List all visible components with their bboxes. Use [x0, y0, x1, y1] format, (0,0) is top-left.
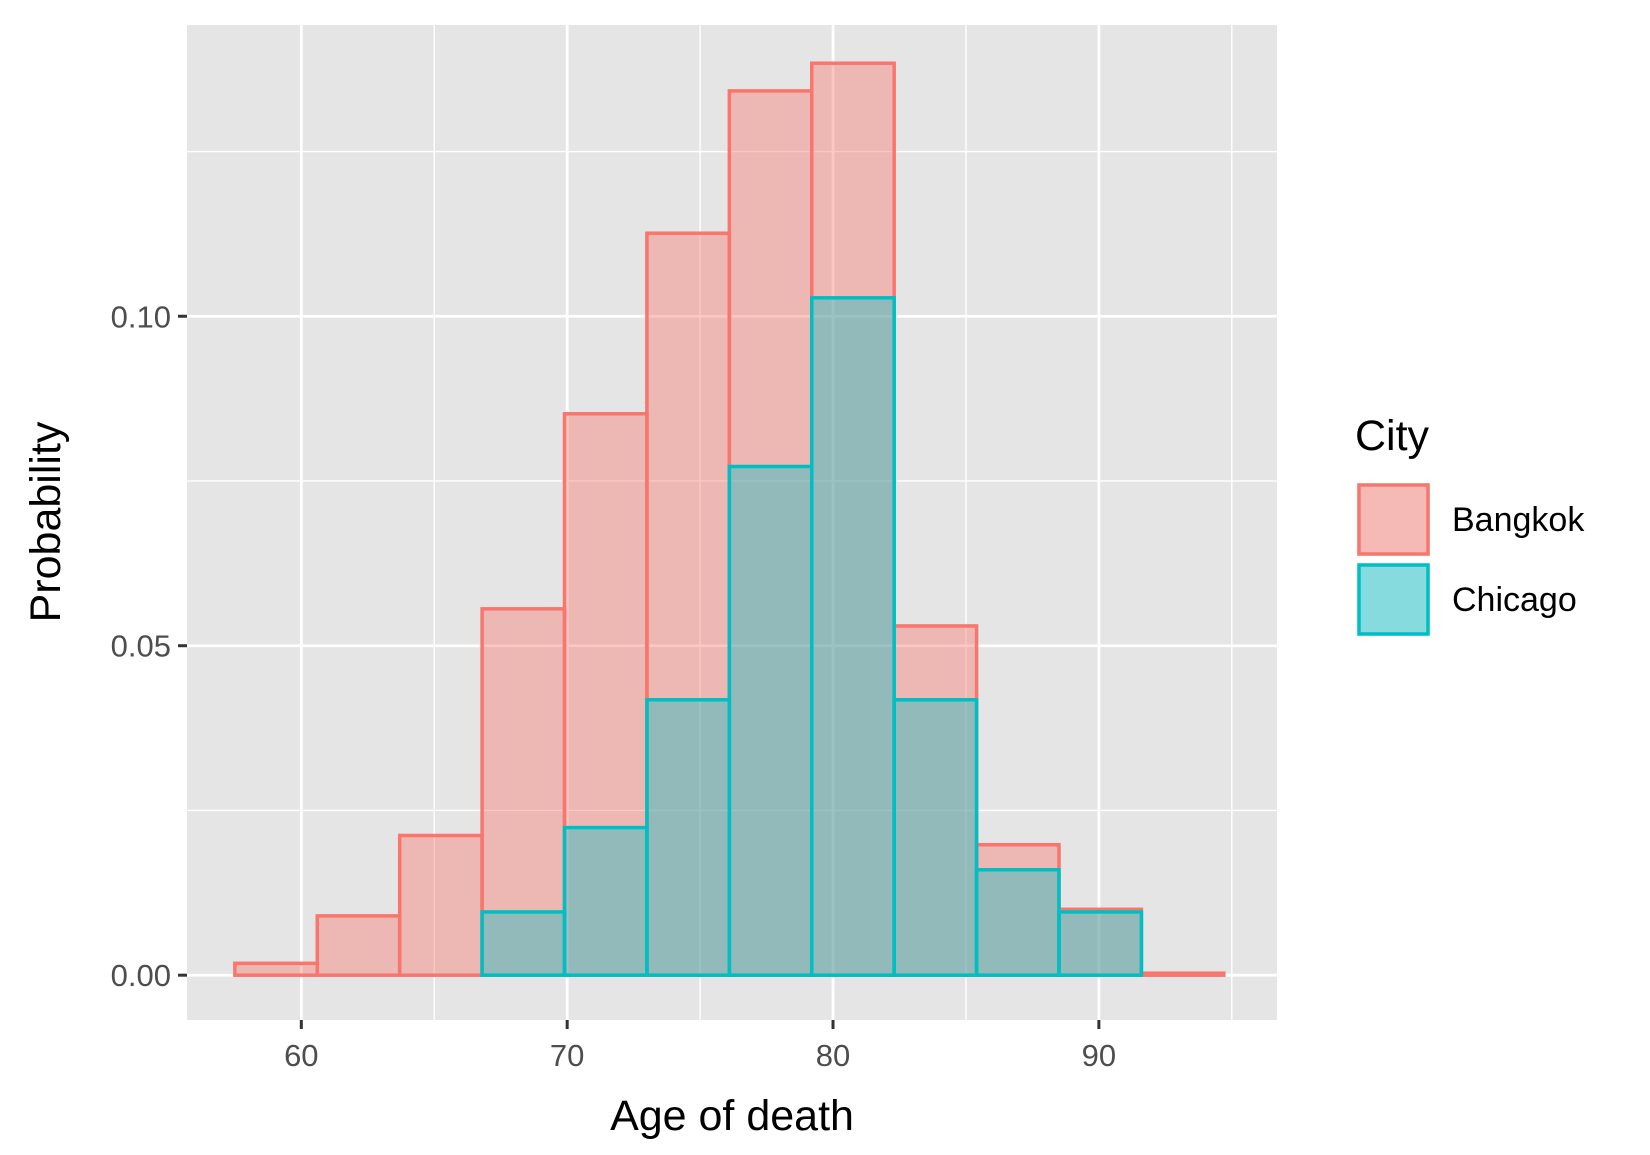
bangkok-bar [810, 61, 896, 977]
bangkok-bar [645, 231, 732, 977]
y-axis-title: Probability [22, 421, 70, 622]
bangkok-bar [233, 961, 320, 977]
bangkok-bar [1139, 971, 1226, 977]
legend-label-bangkok: Bangkok [1452, 501, 1585, 539]
bangkok-bar [480, 607, 567, 977]
minor-gridlines [187, 25, 1277, 1020]
y-tick-label: 0.10 [111, 299, 171, 334]
legend-items: Bangkok Chicago [1357, 483, 1585, 636]
x-axis-title: Age of death [610, 1092, 854, 1140]
x-tick-label: 60 [284, 1038, 318, 1073]
chicago-bar [727, 464, 814, 977]
chicago-bar [645, 698, 732, 977]
y-tick-label: 0.00 [111, 958, 171, 993]
chicago-bar [480, 910, 567, 977]
chicago-bar [562, 825, 649, 977]
bangkok-bar [397, 833, 484, 977]
legend-title: City [1355, 412, 1430, 460]
y-axis: 0.00 0.05 0.10 [111, 299, 187, 993]
legend-key-background [1357, 483, 1430, 556]
legend-swatch-chicago [1357, 563, 1430, 636]
bangkok-bars [233, 61, 1226, 977]
panel-background [187, 25, 1277, 1020]
chicago-bar [1057, 910, 1144, 977]
x-tick-label: 90 [1082, 1038, 1116, 1073]
legend-label-chicago: Chicago [1452, 581, 1577, 619]
chicago-bars [480, 296, 1144, 977]
y-tick-label: 0.05 [111, 629, 171, 664]
bangkok-bar [562, 412, 649, 977]
chicago-bar [892, 698, 979, 977]
legend: City Bangkok Chicago [1355, 412, 1585, 636]
legend-key-background [1357, 563, 1430, 636]
legend-swatch-bangkok [1357, 483, 1430, 556]
chicago-bar [974, 868, 1061, 977]
bangkok-bar [315, 914, 402, 977]
x-tick-label: 70 [550, 1038, 584, 1073]
x-tick-label: 80 [816, 1038, 850, 1073]
x-axis: 60 70 80 90 [284, 1020, 1116, 1073]
chicago-bar [810, 296, 896, 977]
